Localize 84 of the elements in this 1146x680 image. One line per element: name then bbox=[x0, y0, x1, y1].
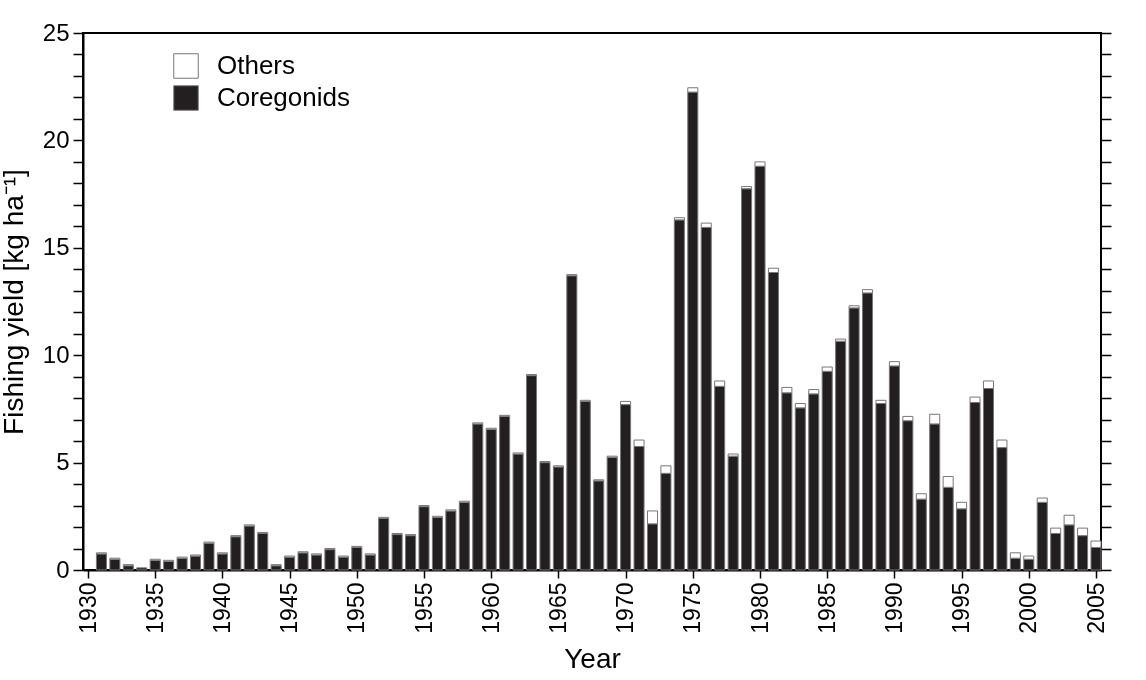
bar bbox=[351, 546, 363, 571]
bar bbox=[391, 534, 403, 571]
y-tick-label: 15 bbox=[42, 233, 70, 261]
bar bbox=[95, 553, 107, 571]
y-axis-title: Fishing yield [kg ha⁻¹] bbox=[0, 169, 29, 435]
bar bbox=[257, 532, 269, 571]
y-tick-label: 25 bbox=[42, 18, 70, 46]
bar bbox=[337, 556, 349, 571]
legend-label: Others bbox=[217, 50, 296, 80]
bar bbox=[620, 404, 632, 571]
bar bbox=[203, 542, 215, 571]
bar bbox=[230, 536, 242, 571]
x-tick-label: 1980 bbox=[746, 582, 773, 634]
x-tick-label: 1970 bbox=[612, 582, 639, 634]
bar bbox=[378, 517, 390, 571]
bar bbox=[284, 556, 296, 571]
bar bbox=[485, 428, 497, 571]
bar bbox=[727, 455, 739, 571]
bar bbox=[888, 365, 900, 571]
x-tick-label: 1940 bbox=[208, 582, 235, 634]
bar bbox=[297, 552, 309, 571]
bar bbox=[458, 501, 470, 571]
bar bbox=[808, 393, 820, 571]
x-tick-label: 1975 bbox=[679, 582, 706, 634]
bar bbox=[579, 400, 591, 571]
x-tick-label: 1935 bbox=[141, 582, 168, 634]
bar bbox=[1023, 558, 1035, 571]
bar bbox=[445, 510, 457, 571]
bar bbox=[552, 466, 564, 571]
legend-label: Coregonids bbox=[217, 82, 350, 112]
x-tick-label: 1965 bbox=[544, 582, 571, 634]
bar bbox=[593, 480, 605, 571]
x-axis-title: Year bbox=[564, 642, 621, 674]
x-tick-label: 2000 bbox=[1015, 582, 1042, 634]
bar bbox=[109, 558, 121, 571]
bar bbox=[606, 456, 618, 571]
bar bbox=[767, 272, 779, 571]
bar bbox=[754, 165, 766, 571]
bar bbox=[431, 516, 443, 571]
bar bbox=[875, 403, 887, 571]
bar bbox=[673, 219, 685, 571]
bar bbox=[848, 307, 860, 571]
x-tick-label: 2005 bbox=[1082, 582, 1109, 634]
x-tick-label: 1990 bbox=[880, 582, 907, 634]
bar bbox=[176, 557, 188, 571]
bar bbox=[310, 554, 322, 571]
bar bbox=[149, 559, 161, 571]
bar bbox=[270, 565, 282, 571]
x-tick-label: 1960 bbox=[477, 582, 504, 634]
x-tick-label: 1955 bbox=[410, 582, 437, 634]
bar bbox=[566, 275, 578, 571]
bar bbox=[539, 462, 551, 571]
x-tick-label: 1985 bbox=[813, 582, 840, 634]
y-tick-label: 20 bbox=[42, 125, 70, 153]
x-tick-label: 1930 bbox=[74, 582, 101, 634]
bar bbox=[136, 567, 148, 571]
bar bbox=[243, 525, 255, 571]
bar bbox=[794, 407, 806, 571]
bar bbox=[324, 549, 336, 571]
bar bbox=[835, 340, 847, 571]
bar bbox=[821, 370, 833, 571]
bar bbox=[902, 420, 914, 571]
bar bbox=[862, 292, 874, 571]
bar bbox=[1036, 501, 1048, 571]
bar bbox=[122, 565, 134, 571]
y-tick-label: 5 bbox=[56, 448, 70, 476]
y-tick-label: 0 bbox=[56, 555, 70, 583]
bar bbox=[216, 553, 228, 571]
bar bbox=[512, 453, 524, 571]
bar bbox=[526, 375, 538, 571]
bar bbox=[472, 423, 484, 571]
x-tick-label: 1950 bbox=[343, 582, 370, 634]
bar bbox=[687, 91, 699, 571]
bar bbox=[364, 554, 376, 571]
x-tick-label: 1945 bbox=[276, 582, 303, 634]
y-tick-label: 10 bbox=[42, 340, 70, 368]
bar bbox=[190, 555, 202, 571]
bar bbox=[418, 506, 430, 571]
x-tick-label: 1995 bbox=[948, 582, 975, 634]
bar bbox=[700, 226, 712, 571]
bar bbox=[163, 560, 175, 571]
bar bbox=[499, 415, 511, 571]
bar bbox=[741, 188, 753, 571]
bar bbox=[405, 535, 417, 571]
